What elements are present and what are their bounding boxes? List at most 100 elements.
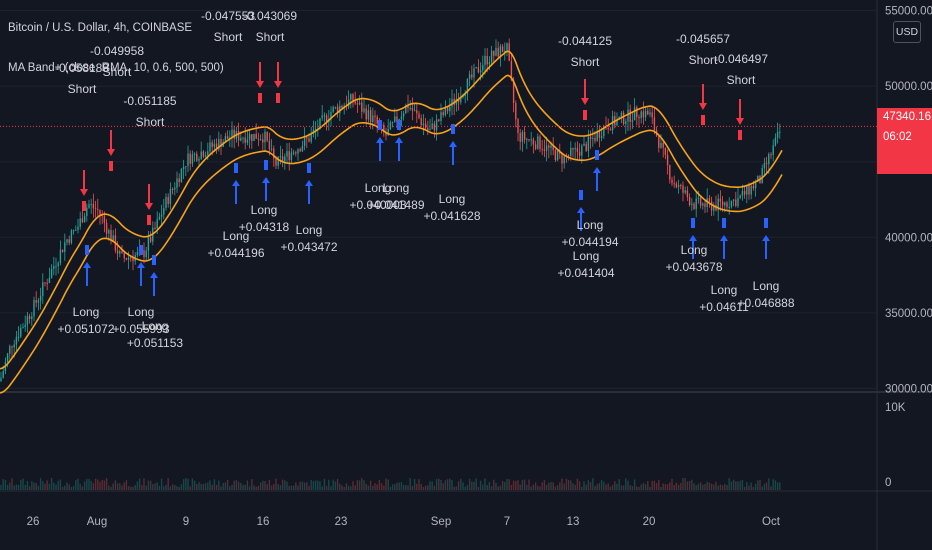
long-arrow-head xyxy=(395,137,403,143)
volume-bar xyxy=(565,478,568,490)
candle-body xyxy=(292,152,295,154)
candle-body xyxy=(754,181,757,189)
candle-body xyxy=(603,126,605,137)
volume-bar xyxy=(523,479,526,490)
candle-countdown: 06:02 xyxy=(883,131,912,144)
candle-body xyxy=(396,116,398,123)
candle-body xyxy=(435,119,438,131)
volume-bar xyxy=(86,478,88,490)
signal-candle xyxy=(264,160,268,170)
candle-body xyxy=(563,155,565,164)
candle-body xyxy=(127,257,130,260)
candle-body xyxy=(684,190,686,193)
candle-body xyxy=(743,190,746,195)
volume-bar xyxy=(185,478,187,490)
volume-bar xyxy=(589,482,592,490)
volume-bar xyxy=(37,485,40,490)
candle-body xyxy=(688,197,691,205)
volume-bar xyxy=(451,480,453,490)
candle-body xyxy=(460,97,462,103)
candle-body xyxy=(627,109,629,122)
candle-body xyxy=(757,175,759,182)
short-arrow-head xyxy=(107,149,115,156)
candle-body xyxy=(226,136,229,139)
volume-bar xyxy=(257,485,260,490)
candle-body xyxy=(372,115,374,123)
short-signal-value: -0.046497 xyxy=(714,52,768,66)
candle-body xyxy=(596,131,598,141)
volume-bar xyxy=(660,486,662,490)
long-signal-label: Long xyxy=(128,305,155,319)
short-signal-value: -0.058189 xyxy=(55,61,109,75)
candle-body xyxy=(204,155,207,157)
volume-bar xyxy=(510,484,513,490)
candle-body xyxy=(746,184,748,195)
volume-bar xyxy=(288,485,290,490)
candle-body xyxy=(323,115,326,117)
volume-bar xyxy=(334,481,337,490)
candle-body xyxy=(334,106,337,108)
candle-body xyxy=(15,336,18,345)
candle-body xyxy=(86,207,88,216)
long-signal-label: Long xyxy=(573,249,600,263)
candle-body xyxy=(35,300,37,303)
candle-body xyxy=(638,116,640,119)
candle-body xyxy=(374,115,376,117)
candle-body xyxy=(451,98,453,107)
candle-body xyxy=(70,230,73,243)
candle-body xyxy=(528,139,530,141)
volume-bar xyxy=(726,484,728,490)
candle-body xyxy=(420,118,422,125)
volume-bar xyxy=(528,479,530,490)
volume-bar xyxy=(708,482,711,490)
candle-body xyxy=(530,139,532,141)
candle-body xyxy=(196,153,198,161)
volume-bar xyxy=(121,485,123,490)
volume-bar xyxy=(158,485,161,490)
volume-bar xyxy=(662,483,664,490)
volume-bar xyxy=(9,482,11,490)
volume-bar xyxy=(17,484,20,490)
indicator-label[interactable]: MA Band+ (close, RMA, 10, 0.6, 500, 500) xyxy=(8,62,224,74)
short-arrow-head xyxy=(274,81,282,88)
candle-body xyxy=(182,167,185,170)
candle-body xyxy=(449,106,451,112)
candle-body xyxy=(748,184,750,195)
signal-candle xyxy=(109,161,113,171)
volume-bar xyxy=(31,481,33,490)
candle-body xyxy=(198,159,200,161)
volume-bar xyxy=(752,486,755,490)
volume-bar xyxy=(303,482,306,490)
candle-body xyxy=(202,151,205,157)
candle-body xyxy=(510,60,513,80)
volume-bar xyxy=(466,485,469,490)
symbol-title[interactable]: Bitcoin / U.S. Dollar, 4h, COINBASE xyxy=(8,22,193,34)
volume-bar xyxy=(583,481,585,490)
candle-body xyxy=(17,336,20,338)
volume-bar xyxy=(391,484,394,490)
candle-body xyxy=(664,147,667,155)
volume-bar xyxy=(666,484,669,490)
candle-body xyxy=(308,138,310,142)
candle-body xyxy=(189,153,191,164)
candle-body xyxy=(321,115,323,119)
volume-bar xyxy=(675,482,678,490)
candle-body xyxy=(677,185,680,188)
candle-body xyxy=(576,148,579,152)
currency-button[interactable]: USD xyxy=(893,21,921,43)
candle-body xyxy=(402,113,405,117)
time-tick-label: 9 xyxy=(183,516,189,528)
volume-bar xyxy=(506,478,508,490)
volume-bar xyxy=(539,486,541,490)
time-tick-label: 16 xyxy=(257,516,270,528)
volume-bar xyxy=(658,479,660,490)
candle-body xyxy=(490,50,493,63)
candle-body xyxy=(682,185,684,193)
candle-body xyxy=(354,101,356,104)
candle-body xyxy=(427,127,429,130)
volume-bar xyxy=(717,485,719,490)
candle-body xyxy=(585,143,587,151)
volume-bar xyxy=(607,483,609,490)
